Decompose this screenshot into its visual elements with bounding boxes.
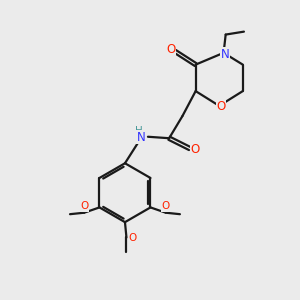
Text: N: N: [137, 131, 146, 144]
Text: N: N: [221, 48, 230, 61]
Text: O: O: [190, 142, 200, 156]
Text: O: O: [217, 100, 226, 113]
Text: O: O: [129, 233, 137, 243]
Text: O: O: [162, 201, 170, 211]
Text: O: O: [167, 43, 176, 56]
Text: O: O: [80, 201, 88, 211]
Text: H: H: [135, 126, 142, 136]
